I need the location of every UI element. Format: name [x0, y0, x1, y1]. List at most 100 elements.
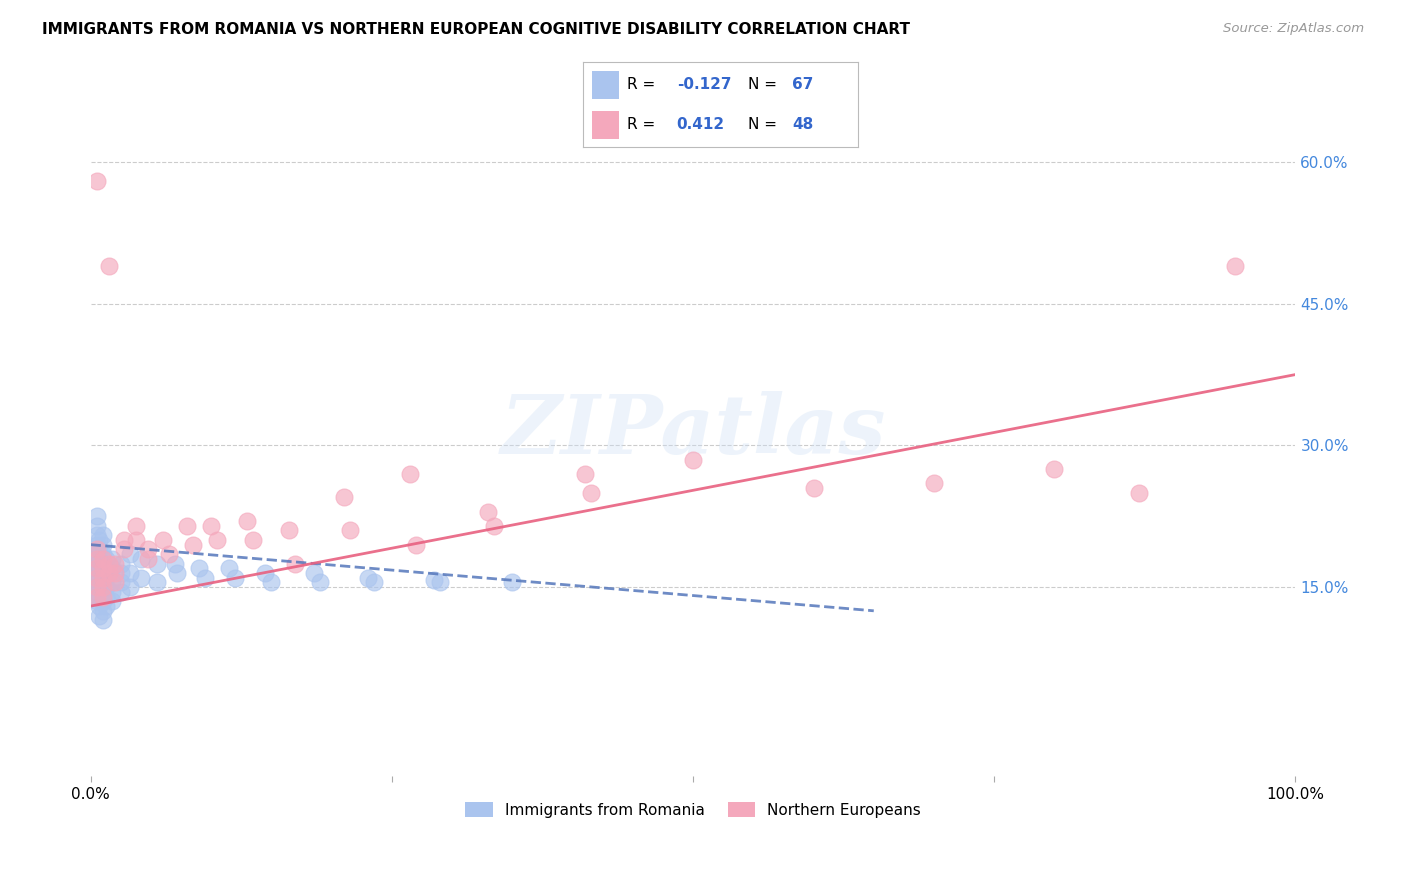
FancyBboxPatch shape	[592, 71, 619, 99]
Point	[112, 533, 135, 547]
Text: 0.412: 0.412	[676, 117, 725, 132]
Point	[101, 585, 124, 599]
Point	[429, 575, 451, 590]
Point	[87, 571, 110, 585]
Point	[205, 533, 228, 547]
Text: N =: N =	[748, 117, 782, 132]
Point	[86, 590, 108, 604]
Point	[101, 575, 124, 590]
Point	[86, 551, 108, 566]
Point	[86, 561, 108, 575]
Point	[97, 557, 120, 571]
Text: -0.127: -0.127	[676, 78, 731, 93]
Point	[484, 518, 506, 533]
Point	[579, 485, 602, 500]
Point	[138, 551, 160, 566]
Point	[87, 551, 110, 566]
Point	[104, 575, 127, 590]
Text: 48: 48	[792, 117, 813, 132]
Point	[112, 542, 135, 557]
Text: N =: N =	[748, 78, 782, 93]
Point	[146, 575, 169, 590]
Point	[86, 528, 108, 542]
Point	[86, 518, 108, 533]
Point	[803, 481, 825, 495]
Legend: Immigrants from Romania, Northern Europeans: Immigrants from Romania, Northern Europe…	[458, 796, 927, 823]
Point	[96, 561, 118, 575]
Point	[101, 561, 124, 575]
Point	[405, 538, 427, 552]
Point	[157, 547, 180, 561]
Point	[91, 566, 114, 580]
Point	[91, 613, 114, 627]
Point	[339, 524, 361, 538]
Point	[110, 566, 132, 580]
Point	[91, 571, 114, 585]
Point	[120, 580, 142, 594]
Point	[477, 505, 499, 519]
Point	[96, 551, 118, 566]
Point	[91, 561, 114, 575]
Point	[86, 585, 108, 599]
Point	[1043, 462, 1066, 476]
Point	[91, 604, 114, 618]
Point	[302, 566, 325, 580]
Point	[91, 585, 114, 599]
Point	[86, 174, 108, 188]
Point	[1225, 259, 1247, 273]
Point	[86, 547, 108, 561]
Point	[166, 566, 188, 580]
Point	[120, 547, 142, 561]
Point	[86, 571, 108, 585]
Point	[96, 571, 118, 585]
Point	[188, 561, 211, 575]
Point	[87, 533, 110, 547]
Point	[138, 542, 160, 557]
Point	[363, 575, 385, 590]
Text: Source: ZipAtlas.com: Source: ZipAtlas.com	[1223, 22, 1364, 36]
Point	[110, 557, 132, 571]
Point	[399, 467, 422, 481]
Point	[224, 571, 246, 585]
Point	[86, 542, 108, 557]
Point	[87, 590, 110, 604]
Point	[181, 538, 204, 552]
Text: IMMIGRANTS FROM ROMANIA VS NORTHERN EUROPEAN COGNITIVE DISABILITY CORRELATION CH: IMMIGRANTS FROM ROMANIA VS NORTHERN EURO…	[42, 22, 910, 37]
Text: 67: 67	[792, 78, 813, 93]
Point	[110, 585, 132, 599]
Point	[236, 514, 259, 528]
Point	[218, 561, 240, 575]
Point	[87, 608, 110, 623]
FancyBboxPatch shape	[592, 111, 619, 139]
Point	[176, 518, 198, 533]
Point	[96, 599, 118, 613]
Point	[129, 571, 152, 585]
Point	[87, 542, 110, 557]
Point	[152, 533, 174, 547]
Point	[120, 566, 142, 580]
Point	[922, 476, 945, 491]
Point	[86, 509, 108, 524]
Point	[682, 452, 704, 467]
Point	[308, 575, 330, 590]
Point	[86, 594, 108, 608]
Point	[86, 566, 108, 580]
Point	[91, 575, 114, 590]
Point	[200, 518, 222, 533]
Point	[1128, 485, 1150, 500]
Point	[87, 561, 110, 575]
Point	[86, 580, 108, 594]
Point	[96, 580, 118, 594]
Point	[357, 571, 380, 585]
Point	[91, 551, 114, 566]
Point	[194, 571, 217, 585]
Point	[91, 580, 114, 594]
Point	[125, 533, 148, 547]
Text: ZIPatlas: ZIPatlas	[501, 392, 886, 471]
Point	[101, 594, 124, 608]
Point	[91, 557, 114, 571]
Point	[104, 566, 127, 580]
Point	[87, 599, 110, 613]
Point	[125, 518, 148, 533]
Point	[284, 557, 307, 571]
